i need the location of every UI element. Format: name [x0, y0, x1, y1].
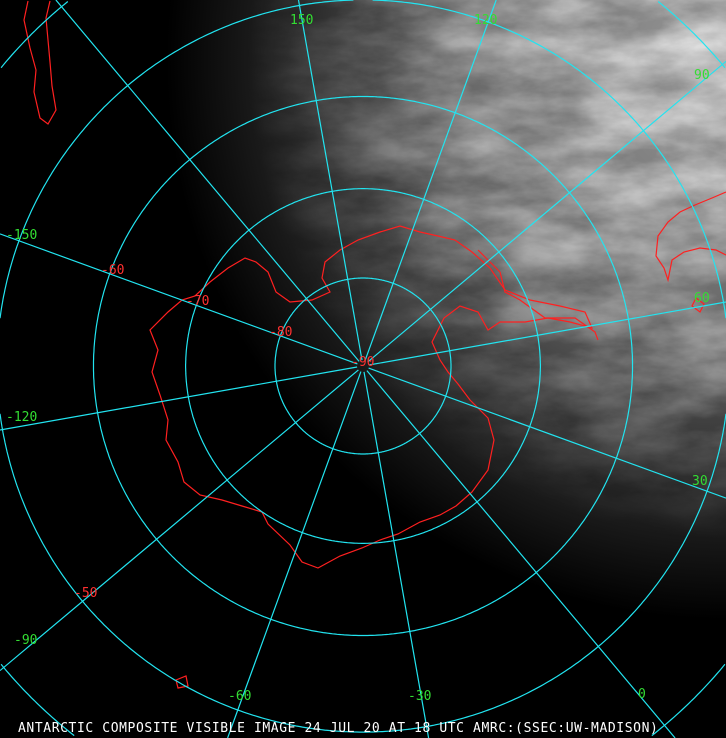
antarctica-coastline: [149, 225, 594, 569]
falkland-islands: [691, 297, 705, 313]
parallel-minus80: [274, 277, 452, 455]
meridian-minus30: [363, 371, 430, 738]
meridian-minus60: [227, 371, 362, 738]
meridian-90: [367, 60, 726, 363]
parallel-minus70: [185, 188, 541, 544]
meridian-minus90: [0, 369, 359, 672]
meridian-0: [366, 370, 676, 738]
lon-label-30: 30: [692, 474, 708, 489]
lon-label-minus60: -60: [228, 689, 251, 704]
island: [175, 675, 189, 689]
meridian-180: [55, 0, 360, 362]
lon-label-minus30: -30: [408, 689, 431, 704]
image-caption: ANTARCTIC COMPOSITE VISIBLE IMAGE 24 JUL…: [18, 721, 659, 736]
new-zealand-coastline: [23, 0, 57, 125]
meridian-minus120: [0, 366, 358, 431]
lon-label-0: 0: [638, 687, 646, 702]
meridian-30: [368, 367, 726, 499]
parallel-minus60: [92, 95, 634, 637]
meridian-minus150: [0, 233, 358, 365]
antarctic-peninsula-outline: [477, 249, 599, 341]
grid-labels: 150 120 90 60 30 0 -30 -60 -90 -120 -150…: [6, 13, 710, 704]
lon-label-60: 60: [694, 291, 710, 306]
lat-label-minus90: -90: [351, 355, 374, 370]
lon-label-150: 150: [290, 13, 313, 28]
meridian-120: [364, 0, 497, 361]
lat-label-minus60: -60: [101, 263, 124, 278]
lat-label-minus50: -50: [74, 586, 97, 601]
lon-label-90: 90: [694, 68, 710, 83]
lon-label-minus90: -90: [14, 633, 37, 648]
lon-label-minus150: -150: [6, 228, 37, 243]
lat-label-minus80: -80: [269, 325, 292, 340]
lat-label-minus70: -70: [186, 294, 209, 309]
meridian-150: [297, 0, 363, 361]
lon-label-minus120: -120: [6, 410, 37, 425]
meridian-60: [368, 301, 726, 366]
coastlines: [23, 0, 726, 689]
lon-label-120: 120: [474, 13, 497, 28]
